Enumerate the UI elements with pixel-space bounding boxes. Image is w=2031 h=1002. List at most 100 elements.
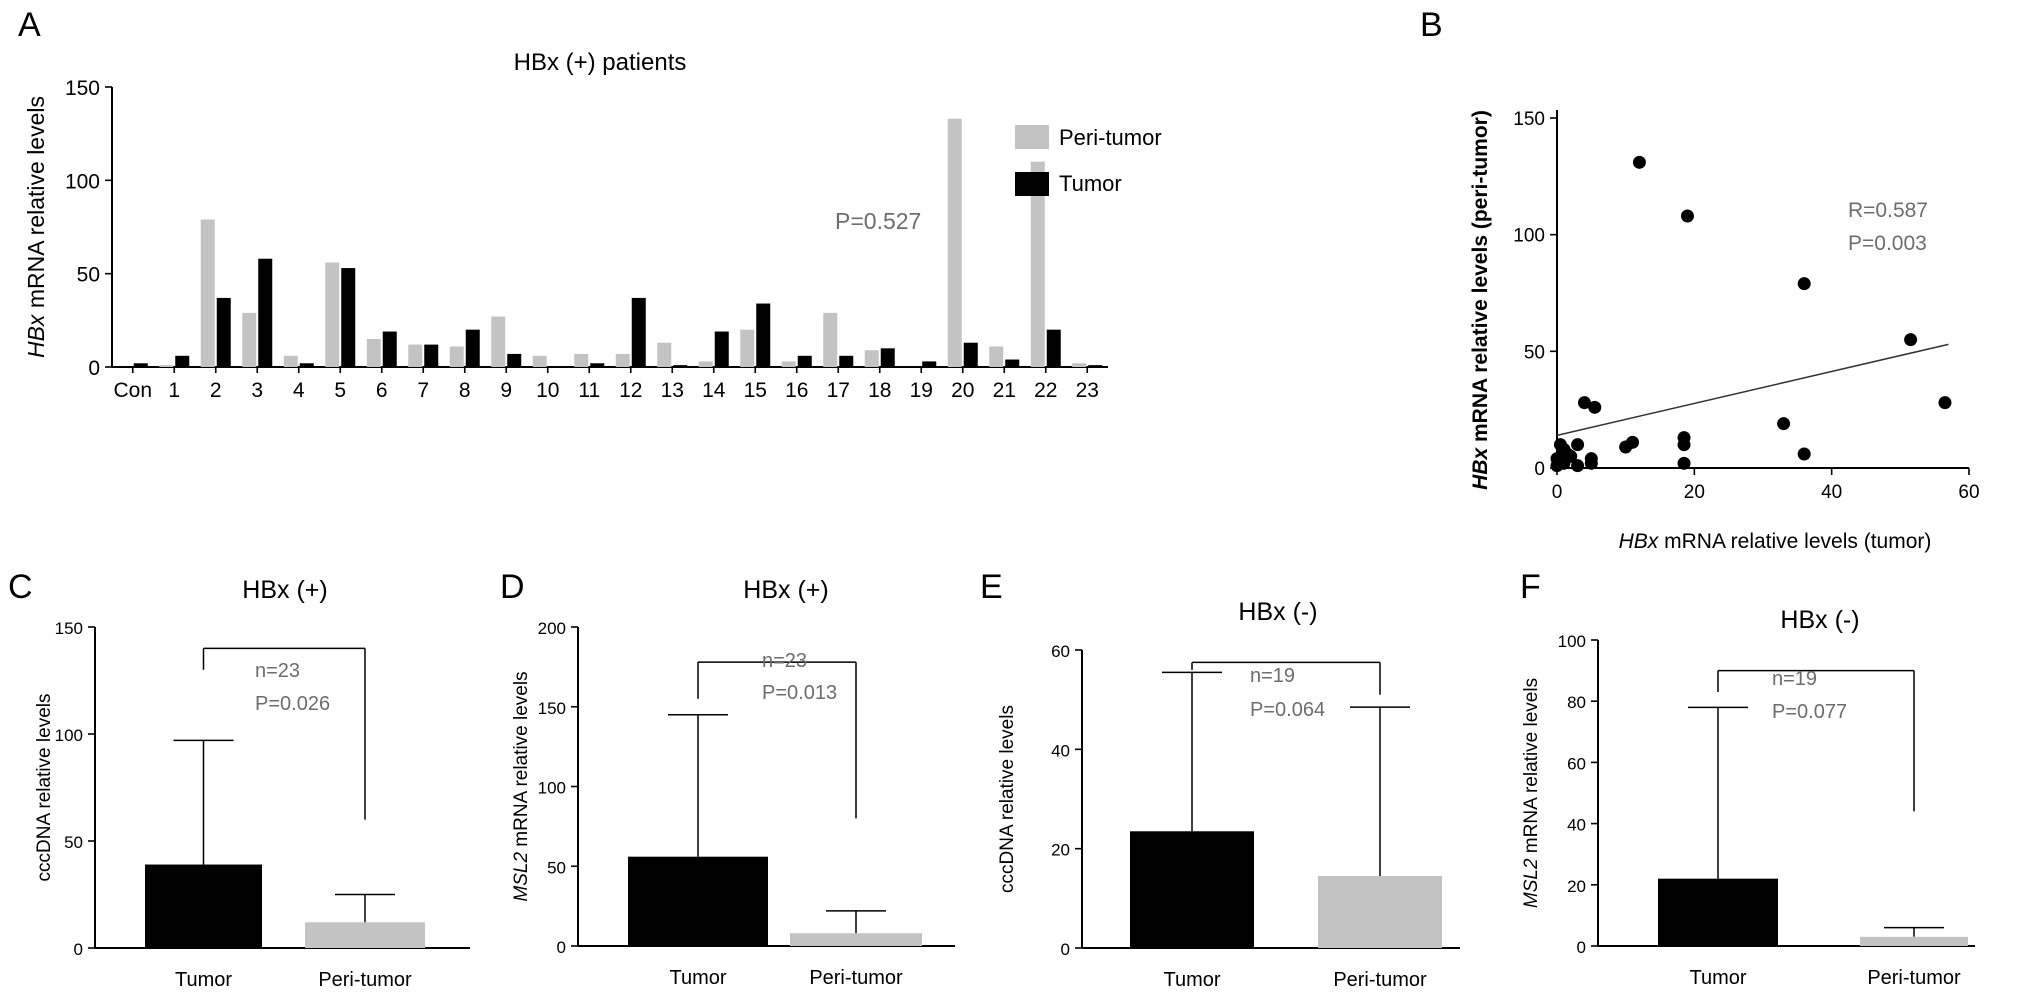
n-annotation: n=23 [762, 650, 807, 672]
bar-tumor [1088, 365, 1103, 367]
n-annotation: n=19 [1772, 668, 1817, 690]
bar-peri-tumor [408, 344, 423, 367]
bar-peri-tumor [781, 361, 796, 367]
p-value-annotation: P=0.077 [1772, 701, 1847, 723]
bar-tumor [797, 355, 812, 367]
scatter-point [1626, 435, 1640, 449]
y-tick-label: 60 [1051, 642, 1070, 661]
panel-letter-b: B [1420, 6, 1443, 44]
regression-line [1556, 343, 1949, 437]
bar-tumor [341, 268, 356, 367]
x-tick-label: 0 [1552, 482, 1563, 503]
bar-tumor [424, 344, 439, 367]
y-tick-label: 0 [1577, 938, 1586, 957]
y-axis-label: MSL2 mRNA relative levels [511, 671, 532, 901]
y-axis-label: MSL2 mRNA relative levels [1521, 678, 1542, 908]
y-tick-label: 100 [55, 726, 83, 745]
panel-letter-f: F [1520, 568, 1541, 606]
bar-peri-tumor [657, 342, 672, 367]
y-tick-label: 100 [538, 779, 566, 798]
bar-peri-tumor [1072, 363, 1087, 367]
scatter-point [1797, 447, 1811, 461]
p-value-annotation: P=0.527 [835, 208, 921, 234]
bar-tumor [299, 363, 314, 367]
panel-letter-c: C [8, 568, 33, 606]
scatter-point [1938, 396, 1952, 410]
x-tick-label: 21 [993, 379, 1016, 402]
chart-title: HBx (+) [242, 576, 327, 604]
bar-tumor [673, 365, 688, 367]
y-axis-label: cccDNA relative levels [997, 705, 1018, 893]
bar-peri-tumor [989, 346, 1004, 367]
scatter-point [1777, 417, 1791, 431]
x-tick-label: Tumor [669, 967, 726, 989]
bar-peri-tumor [823, 312, 838, 367]
bar-peri-tumor [325, 262, 340, 367]
chart-title: HBx (+) [743, 576, 828, 604]
y-tick-label: 100 [1558, 632, 1586, 651]
x-tick-label: 13 [661, 379, 684, 402]
x-tick-label: Peri-tumor [1333, 969, 1427, 991]
y-tick-label: 150 [65, 77, 100, 100]
y-tick-label: 50 [64, 833, 83, 852]
y-tick-label: 0 [74, 940, 83, 959]
y-tick-label: 200 [538, 619, 566, 638]
bar-peri-tumor [242, 312, 257, 367]
bar-tumor [1005, 359, 1020, 367]
bar-tumor [756, 303, 771, 367]
x-tick-label: 15 [744, 379, 767, 402]
x-tick-label: 11 [578, 379, 600, 402]
y-tick-label: 100 [1513, 226, 1545, 247]
x-tick-label: 1 [168, 379, 180, 402]
bar-peri-tumor [1318, 875, 1442, 948]
y-tick-label: 0 [88, 357, 100, 380]
scatter-point [1584, 452, 1598, 466]
bar-peri-tumor [159, 365, 174, 367]
chart-title: HBx (-) [1780, 606, 1859, 634]
x-tick-label: Tumor [1689, 967, 1746, 989]
bar-peri-tumor [532, 355, 547, 367]
n-annotation: n=23 [255, 660, 300, 682]
bar-peri-tumor [790, 933, 922, 946]
x-tick-label: 20 [1684, 482, 1705, 503]
bar-tumor [507, 353, 522, 367]
y-axis-label: HBx mRNA relative levels [23, 96, 49, 358]
x-tick-label: 2 [210, 379, 222, 402]
bar-tumor [216, 297, 231, 367]
x-tick-label: 5 [334, 379, 346, 402]
x-tick-label: Tumor [1163, 969, 1220, 991]
bar-peri-tumor [615, 353, 630, 367]
bar-tumor [714, 331, 729, 367]
bar-tumor [839, 355, 854, 367]
scatter-point [1632, 155, 1646, 169]
x-tick-label: 12 [619, 379, 642, 402]
scatter-point [1571, 438, 1585, 452]
bar-peri-tumor [864, 350, 879, 367]
y-axis-label: HBx mRNA relative levels (peri-tumor) [1469, 110, 1492, 490]
bar-tumor [382, 331, 397, 367]
legend-label-peri-tumor: Peri-tumor [1059, 125, 1162, 150]
bar-tumor [922, 361, 937, 367]
x-tick-label: 18 [868, 379, 891, 402]
scatter-point [1677, 431, 1691, 445]
y-tick-label: 150 [1513, 109, 1545, 130]
bar-peri-tumor [491, 316, 506, 367]
x-tick-label: 4 [293, 379, 305, 402]
bar-tumor [880, 348, 895, 367]
y-tick-label: 0 [1061, 940, 1070, 959]
panel-letter-d: D [500, 568, 525, 606]
bar-tumor [1130, 831, 1254, 948]
x-tick-label: 16 [785, 379, 808, 402]
y-tick-label: 0 [557, 938, 566, 957]
p-value-annotation: P=0.013 [762, 682, 837, 704]
x-axis-label: HBx mRNA relative levels (tumor) [1619, 530, 1932, 553]
x-tick-label: Con [113, 379, 152, 402]
y-axis-label: cccDNA relative levels [34, 694, 55, 882]
scatter-point [1904, 333, 1918, 347]
r-value-annotation: R=0.587 [1848, 199, 1928, 222]
x-tick-label: 3 [251, 379, 263, 402]
bar-peri-tumor [1860, 936, 1968, 946]
bar-peri-tumor [305, 922, 425, 948]
n-annotation: n=19 [1250, 665, 1295, 687]
